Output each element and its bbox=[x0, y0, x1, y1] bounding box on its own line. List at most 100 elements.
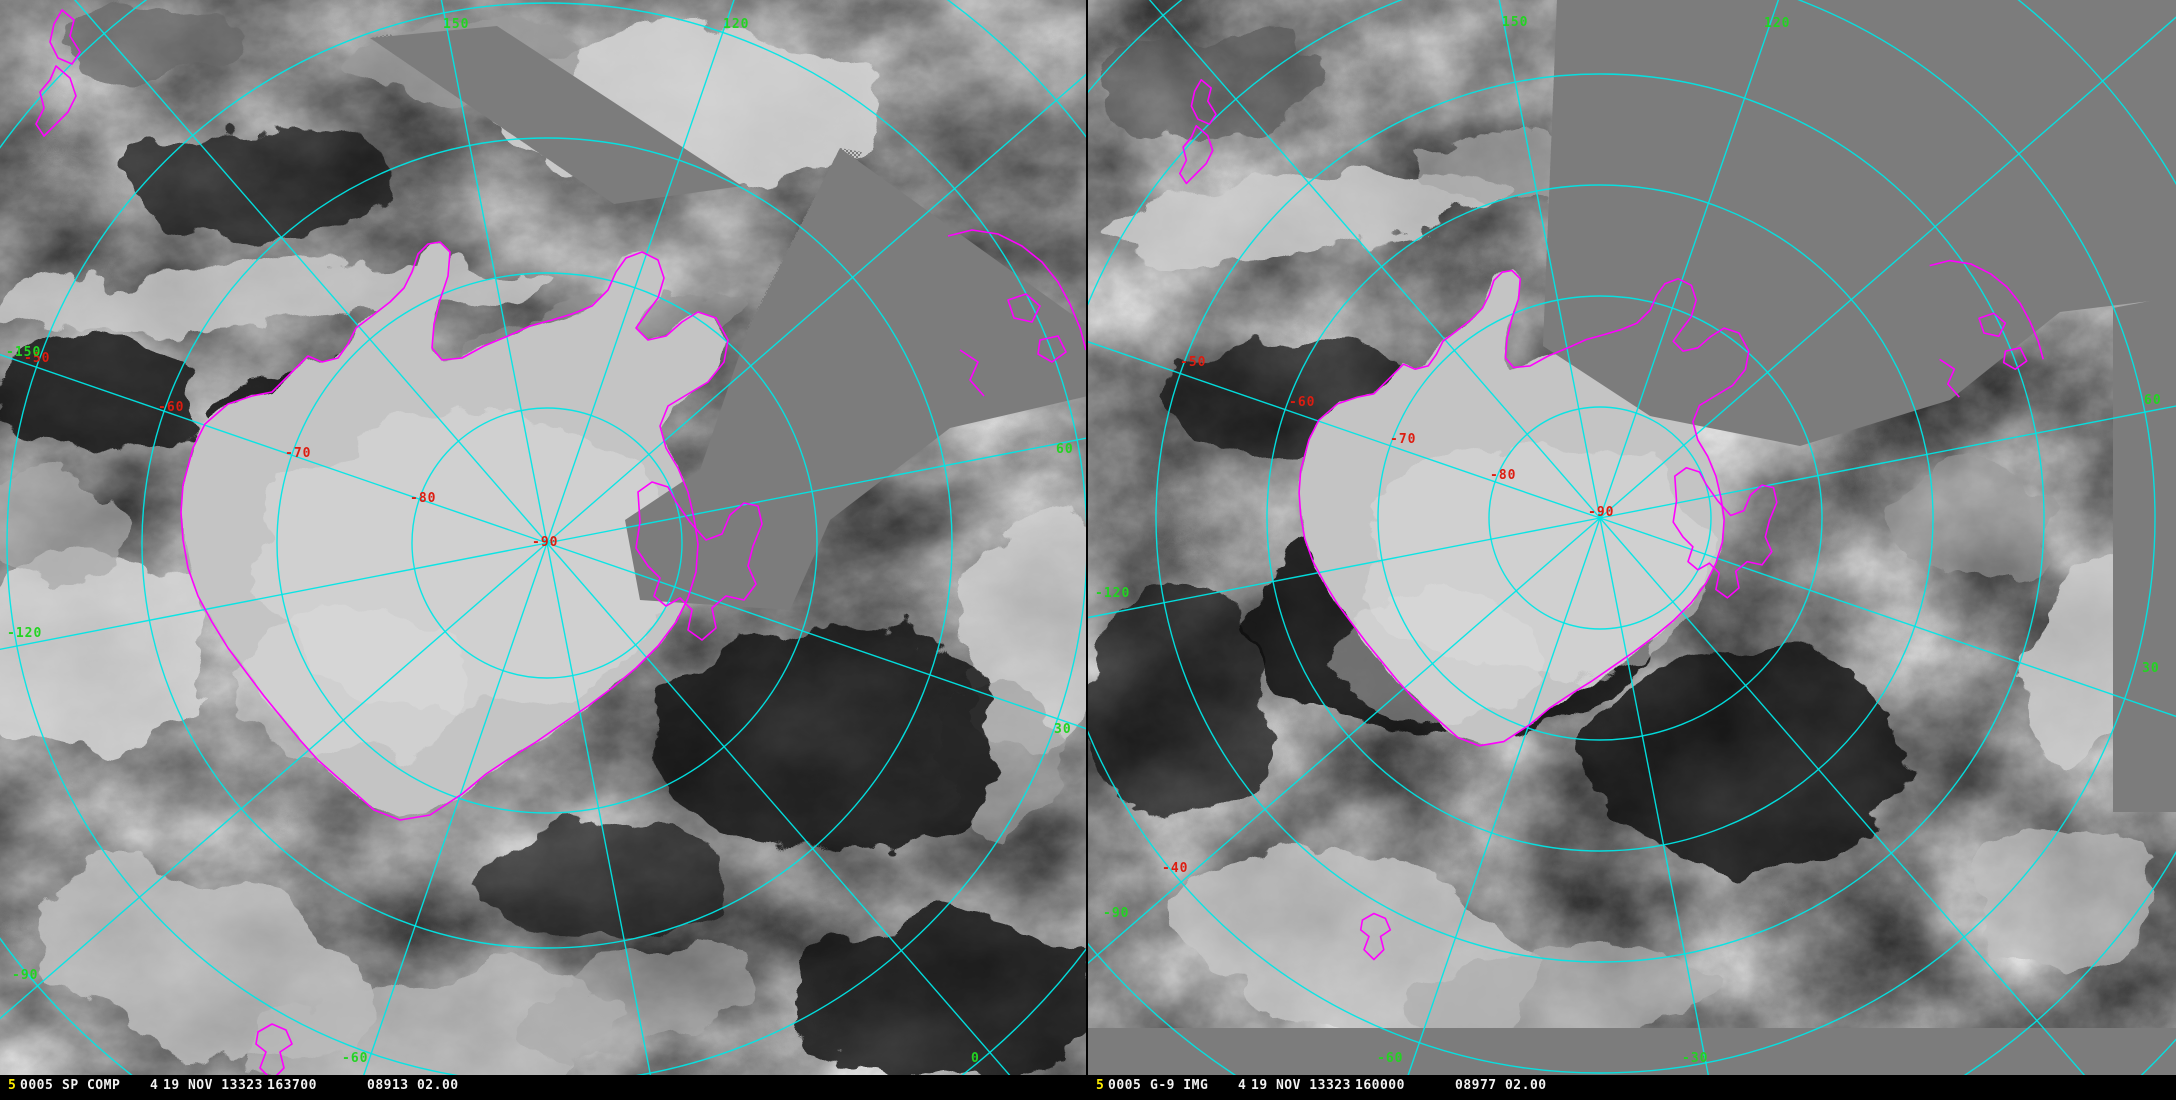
meridian-line bbox=[363, 542, 548, 1075]
meridian-line bbox=[1088, 517, 1601, 619]
no-data-region bbox=[1088, 1028, 2176, 1075]
coastline-coast-northeast-loop-b bbox=[1037, 335, 1067, 363]
cloud-blob bbox=[70, 10, 250, 80]
latitude-label: -60 bbox=[1289, 395, 1315, 410]
product-label: G-9 IMG bbox=[1150, 1078, 1209, 1093]
left-status-bar: 5 0005 SP COMP 4 19 NOV 13323 163700 089… bbox=[0, 1075, 1088, 1100]
coastline-islands-southwest bbox=[1359, 912, 1392, 961]
clear-ocean-patch bbox=[1590, 650, 1910, 870]
dither-edge bbox=[745, 148, 862, 340]
ice-sheen bbox=[1340, 440, 1710, 730]
coastline-coast-northeast-squiggle bbox=[1939, 358, 1960, 398]
latitude-ring bbox=[1488, 406, 1712, 630]
meridian-line bbox=[1148, 0, 1601, 519]
meridian-line bbox=[546, 437, 1088, 544]
longitude-label: -30 bbox=[1682, 1051, 1708, 1066]
image-code: 08913 02.00 bbox=[367, 1078, 459, 1093]
meridian-line bbox=[1599, 517, 2086, 1075]
clear-ocean-patch bbox=[130, 120, 390, 240]
ice-sheen bbox=[230, 410, 680, 760]
dither-edge bbox=[370, 34, 634, 204]
latitude-ring bbox=[141, 137, 953, 949]
station-id: 0005 bbox=[1108, 1078, 1142, 1093]
dither-edge bbox=[1543, 0, 1580, 350]
longitude-label: -120 bbox=[1095, 586, 1130, 601]
latitude-label: -90 bbox=[532, 535, 558, 550]
coastline-new-zealand-north bbox=[49, 9, 81, 65]
meridian-line bbox=[1498, 0, 1601, 519]
right-status-bar: 5 0005 G-9 IMG 4 19 NOV 13323 160000 089… bbox=[1088, 1075, 2176, 1100]
band-number: 4 bbox=[1238, 1078, 1247, 1093]
no-data-region bbox=[370, 26, 742, 204]
longitude-label: 60 bbox=[2144, 393, 2162, 408]
coastline-new-zealand-south bbox=[1179, 125, 1214, 185]
band-number: 4 bbox=[150, 1078, 159, 1093]
no-data-layer bbox=[1088, 0, 2176, 1075]
coastline-coast-northeast-loop-a bbox=[1978, 312, 2007, 338]
product-label: SP COMP bbox=[62, 1078, 121, 1093]
no-data-region bbox=[2113, 296, 2176, 812]
frame-marker: 5 bbox=[8, 1078, 17, 1093]
longitude-label: -90 bbox=[12, 968, 38, 983]
cloud-blob bbox=[1900, 460, 2060, 580]
station-id: 0005 bbox=[20, 1078, 54, 1093]
meridian-line bbox=[1599, 517, 2176, 718]
longitude-label: 30 bbox=[2142, 661, 2160, 676]
meridian-line bbox=[0, 353, 548, 544]
coastline-layer bbox=[35, 9, 1087, 1075]
latitude-ring bbox=[1266, 184, 1934, 852]
cloud-blob bbox=[0, 555, 210, 745]
grid-labels: -50 -60 -70 -80 -90 150 120 -150 -120 -90 -60 0 60 30 bbox=[6, 17, 1074, 1066]
longitude-label: 150 bbox=[443, 17, 469, 32]
meridian-line bbox=[1599, 0, 1780, 519]
coastline-layer bbox=[1179, 79, 2044, 961]
right-image-panel[interactable] bbox=[1088, 0, 2176, 1075]
cloud-blob bbox=[1100, 25, 1320, 135]
latitude-label: -50 bbox=[24, 351, 50, 366]
image-time: 163700 bbox=[267, 1078, 317, 1093]
latitude-ring bbox=[1088, 0, 2156, 1074]
latitude-label: -90 bbox=[1588, 505, 1614, 520]
clear-ocean-patch bbox=[470, 825, 730, 935]
latitude-label: -60 bbox=[158, 400, 184, 415]
longitude-label: -60 bbox=[342, 1051, 368, 1066]
meridian-line bbox=[546, 71, 1088, 544]
latitude-label: -40 bbox=[1162, 861, 1188, 876]
longitude-label: 0 bbox=[971, 1051, 980, 1066]
no-data-region bbox=[1543, 0, 2176, 446]
cloud-blob bbox=[1970, 830, 2150, 970]
longitude-label: -150 bbox=[6, 345, 41, 360]
image-code: 08977 02.00 bbox=[1455, 1078, 1547, 1093]
latitude-label: -80 bbox=[1490, 468, 1516, 483]
latitude-label: -70 bbox=[1390, 432, 1416, 447]
cloud-blob bbox=[0, 475, 130, 585]
ice-highlight bbox=[1340, 590, 1540, 730]
meridian-line bbox=[0, 542, 548, 1020]
frame-marker: 5 bbox=[1096, 1078, 1105, 1093]
meridian-line bbox=[546, 542, 1011, 1075]
grid-labels: -50 -60 -70 -80 -90 -40 150 120 -120 -90 -60 -30 60 3… bbox=[1095, 15, 2162, 1066]
cloud-blob bbox=[241, 969, 619, 1075]
image-date: 19 NOV 13323 bbox=[163, 1078, 263, 1093]
longitude-label: 120 bbox=[723, 17, 749, 32]
latitude-label: -70 bbox=[285, 446, 311, 461]
meridian-line bbox=[546, 542, 652, 1075]
coastline-coast-northeast-loop-a bbox=[1007, 293, 1041, 323]
image-time: 160000 bbox=[1355, 1078, 1405, 1093]
longitude-label: 60 bbox=[1056, 442, 1074, 457]
coastline-coast-northeast-squiggle bbox=[959, 349, 985, 397]
longitude-label: -60 bbox=[1377, 1051, 1403, 1066]
satellite-display: -50 -60 -70 -80 -90 150 120 -150 -120 -90 -60 0 60 30 bbox=[0, 0, 2176, 1075]
meridian-line bbox=[1088, 517, 1601, 965]
meridian-line bbox=[1599, 16, 2176, 519]
clear-ocean-patch bbox=[660, 625, 1000, 855]
no-data-region bbox=[625, 148, 1088, 610]
latlon-grid bbox=[1088, 0, 2176, 1075]
left-image-panel[interactable] bbox=[0, 0, 1088, 1075]
latitude-ring bbox=[411, 407, 683, 679]
longitude-label: -120 bbox=[7, 626, 42, 641]
meridian-line bbox=[74, 0, 548, 544]
meridian-line bbox=[440, 0, 548, 544]
right-panel-imagery: -50 -60 -70 -80 -90 -40 150 120 -120 -90 -60 -30 60 3… bbox=[1088, 0, 2176, 1075]
